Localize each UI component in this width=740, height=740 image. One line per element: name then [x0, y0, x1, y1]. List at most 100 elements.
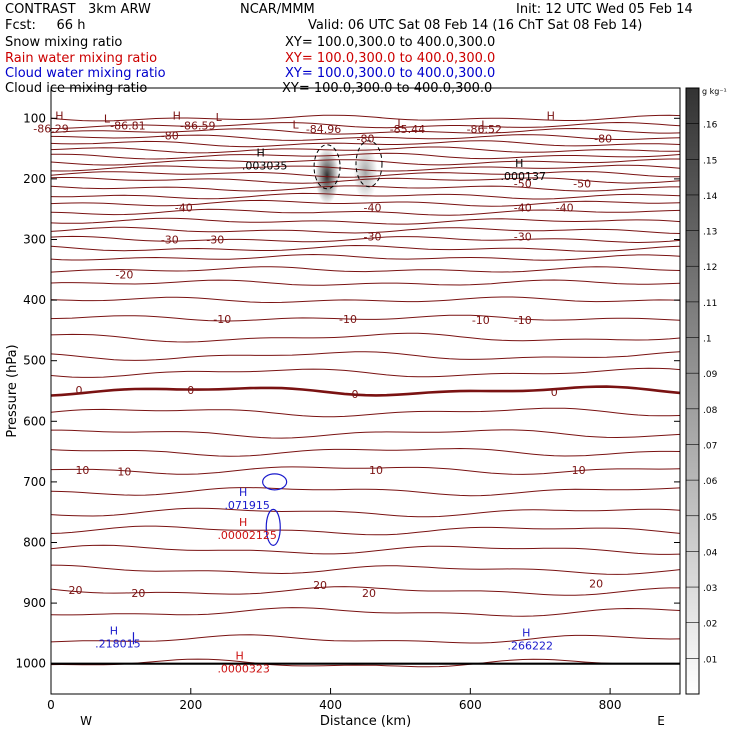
isotherm-line — [51, 244, 680, 252]
x-tick-label: 800 — [599, 698, 622, 712]
high-marker: H — [55, 109, 63, 122]
isotherm-label: 0 — [352, 388, 359, 401]
isotherm-label: 0 — [187, 384, 194, 397]
isotherm-line — [51, 385, 680, 397]
isotherm-label: -40 — [556, 201, 574, 214]
snow-contour — [355, 140, 383, 188]
isotherm-line — [51, 185, 680, 192]
isotherm-label: -50 — [514, 178, 532, 191]
isotherm-line — [51, 158, 680, 166]
isotherm-label: 10 — [75, 464, 89, 477]
extremum-value: .003035 — [242, 160, 288, 173]
field-label-cloudwater: Cloud water mixing ratio — [5, 66, 166, 81]
isotherm-line — [51, 296, 680, 304]
isotherm-label: -10 — [472, 314, 490, 327]
west-endpoint: W — [80, 714, 92, 728]
y-axis-label: Pressure (hPa) — [5, 344, 20, 437]
colorbar-tick-label: .06 — [703, 477, 718, 487]
isotherm-line — [51, 447, 680, 457]
low-marker: L — [104, 112, 111, 125]
colorbar-tick-label: .16 — [703, 121, 718, 131]
isotherm-line — [51, 279, 680, 286]
colorbar-tick-label: .03 — [703, 584, 717, 594]
center-title: NCAR/MMM — [240, 2, 315, 17]
isotherm-label: -10 — [213, 313, 231, 326]
isotherm-label: -10 — [514, 314, 532, 327]
y-tick-label: 500 — [23, 354, 46, 368]
colorbar-tick-label: .09 — [703, 370, 718, 380]
isotherm-line — [51, 332, 680, 343]
extremum-marker: H — [110, 625, 118, 638]
y-tick-label: 600 — [23, 414, 46, 428]
isotherm-label: -84.96 — [306, 123, 341, 136]
isotherm-line — [51, 314, 680, 322]
isotherm-label: -10 — [339, 313, 357, 326]
y-tick-label: 700 — [23, 475, 46, 489]
colorbar-unit: g kg⁻¹ — [702, 87, 727, 96]
field-xy-rain: XY= 100.0,300.0 to 400.0,300.0 — [285, 51, 496, 66]
extremum-value: .000137 — [501, 170, 547, 183]
colorbar-tick-label: .01 — [703, 655, 717, 665]
isotherm-line — [51, 164, 680, 172]
extremum-marker: H — [522, 626, 530, 639]
extremum-marker: H — [239, 516, 247, 529]
colorbar-tick-label: .15 — [703, 156, 717, 166]
isotherm-line — [51, 171, 680, 178]
isotherm-line — [51, 208, 680, 216]
forecast-hour: Fcst: 66 h — [5, 18, 86, 33]
isotherm-label: -30 — [514, 230, 532, 243]
y-tick-label: 800 — [23, 536, 46, 550]
isotherm-line — [51, 586, 680, 596]
isotherm-label: -30 — [161, 234, 179, 247]
high-marker: H — [173, 109, 181, 122]
isotherm-label: 20 — [68, 584, 82, 597]
east-endpoint: E — [657, 714, 665, 728]
field-label-rain: Rain water mixing ratio — [5, 51, 158, 66]
isotherm-line — [51, 351, 680, 361]
isotherm-line — [51, 266, 680, 273]
isotherm-line — [51, 525, 680, 536]
extremum-value: .266222 — [507, 639, 553, 652]
extremum-marker: H — [515, 157, 523, 170]
colorbar-tick-label: .1 — [703, 335, 712, 345]
isotherm-label: -85.44 — [390, 123, 425, 136]
extremum-value: .218015 — [95, 638, 141, 651]
isotherm-label: -80 — [161, 129, 179, 142]
y-tick-label: 200 — [23, 172, 46, 186]
isotherm-label: 10 — [117, 466, 131, 479]
isotherm-label: -86.81 — [110, 120, 145, 133]
low-marker: L — [481, 118, 488, 131]
isotherm-line — [51, 226, 680, 234]
colorbar-tick-label: .05 — [703, 513, 717, 523]
isotherm-label: 0 — [551, 386, 558, 399]
model-title: CONTRAST 3km ARW — [5, 2, 151, 17]
isotherm-label: 10 — [369, 464, 383, 477]
isotherm-line — [51, 217, 680, 225]
cloudwater-contour — [265, 508, 281, 546]
isotherm-line — [51, 192, 680, 200]
isotherm-label: 20 — [313, 579, 327, 592]
x-tick-label: 400 — [319, 698, 342, 712]
isotherm-line — [51, 140, 680, 148]
colorbar-tick-label: .07 — [703, 441, 717, 451]
isotherm-line — [51, 634, 680, 644]
plot-frame — [50, 87, 681, 695]
y-tick-label: 300 — [23, 233, 46, 247]
extremum-value: .00002125 — [217, 529, 277, 542]
isotherm-label: -50 — [573, 178, 591, 191]
isotherm-line — [51, 607, 680, 617]
colorbar-tick-label: .02 — [703, 620, 717, 630]
field-xy-snow: XY= 100.0,300.0 to 400.0,300.0 — [285, 35, 496, 50]
isotherm-label: 10 — [572, 464, 586, 477]
y-tick-label: 100 — [23, 111, 46, 125]
high-marker: H — [547, 109, 555, 122]
isotherm-line — [51, 487, 680, 497]
isotherm-line — [51, 429, 680, 439]
x-tick-label: 200 — [179, 698, 202, 712]
isotherm-line — [51, 407, 680, 418]
isotherm-label: 20 — [589, 578, 603, 591]
isotherm-label: -30 — [364, 230, 382, 243]
isotherm-line — [51, 121, 680, 129]
isotherm-line — [51, 134, 680, 141]
